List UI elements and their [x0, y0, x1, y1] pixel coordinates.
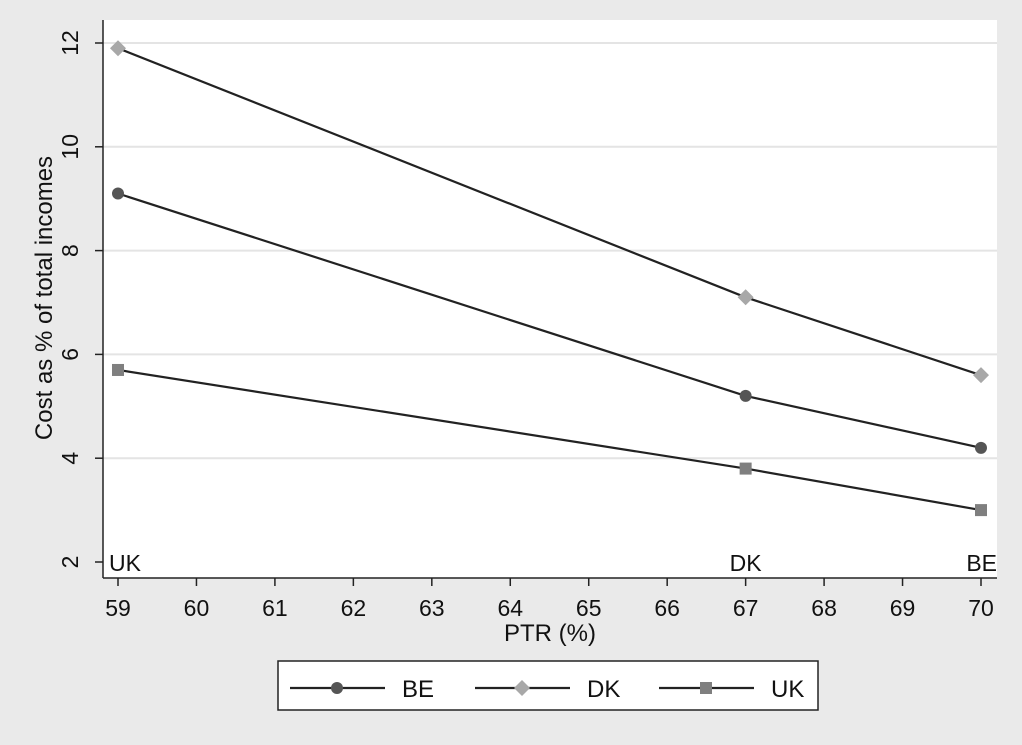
point-label: BE	[966, 550, 997, 576]
series-be	[112, 187, 987, 454]
marker-diamond	[737, 289, 754, 306]
x-tick-label: 59	[105, 595, 131, 621]
x-tick-label: 68	[811, 595, 837, 621]
marker-diamond	[973, 367, 989, 384]
x-tick-label: 67	[733, 595, 759, 621]
legend-label: UK	[771, 676, 804, 703]
series-uk	[112, 363, 987, 517]
marker-square	[975, 504, 987, 517]
x-tick-label: 66	[654, 595, 680, 621]
x-tick-label: 60	[184, 595, 210, 621]
marker-circle	[331, 682, 343, 694]
x-tick-label: 63	[419, 595, 445, 621]
legend-label: DK	[587, 676, 620, 703]
gridlines	[103, 42, 997, 460]
x-tick-label: 62	[341, 595, 367, 621]
y-tick-label: 4	[57, 452, 83, 465]
x-axis-title: PTR (%)	[504, 620, 596, 647]
x-tick-label: 65	[576, 595, 602, 621]
legend-box	[277, 660, 819, 711]
point-label: DK	[730, 550, 763, 576]
x-tick-label: 64	[497, 595, 523, 621]
point-label: UK	[109, 550, 142, 576]
y-tick-label: 8	[57, 244, 83, 257]
legend-item-dk: DK	[475, 676, 620, 703]
y-tick-label: 6	[57, 348, 83, 361]
series	[110, 40, 989, 517]
legend: BE DK UK	[277, 660, 819, 711]
plot-area	[103, 20, 997, 578]
legend-label: BE	[402, 676, 434, 703]
y-tick-label: 2	[57, 556, 83, 569]
x-tick-label: 61	[262, 595, 288, 621]
x-tick-label: 70	[968, 595, 994, 621]
y-tick-label: 12	[57, 30, 83, 56]
y-tick-label: 10	[57, 134, 83, 160]
marker-circle	[739, 389, 752, 402]
axes	[102, 20, 997, 579]
marker-diamond	[514, 680, 530, 696]
marker-circle	[112, 187, 124, 200]
marker-diamond	[110, 40, 126, 57]
series-dk	[110, 40, 989, 384]
x-tick-label: 69	[890, 595, 916, 621]
legend-item-be: BE	[290, 676, 434, 703]
marker-square	[739, 462, 752, 475]
marker-circle	[975, 441, 987, 454]
marker-square	[700, 682, 712, 694]
legend-item-uk: UK	[659, 676, 804, 703]
marker-square	[112, 363, 124, 376]
point-labels: UK DK BE	[109, 550, 997, 576]
y-axis-title: Cost as % of total incomes	[31, 156, 58, 440]
